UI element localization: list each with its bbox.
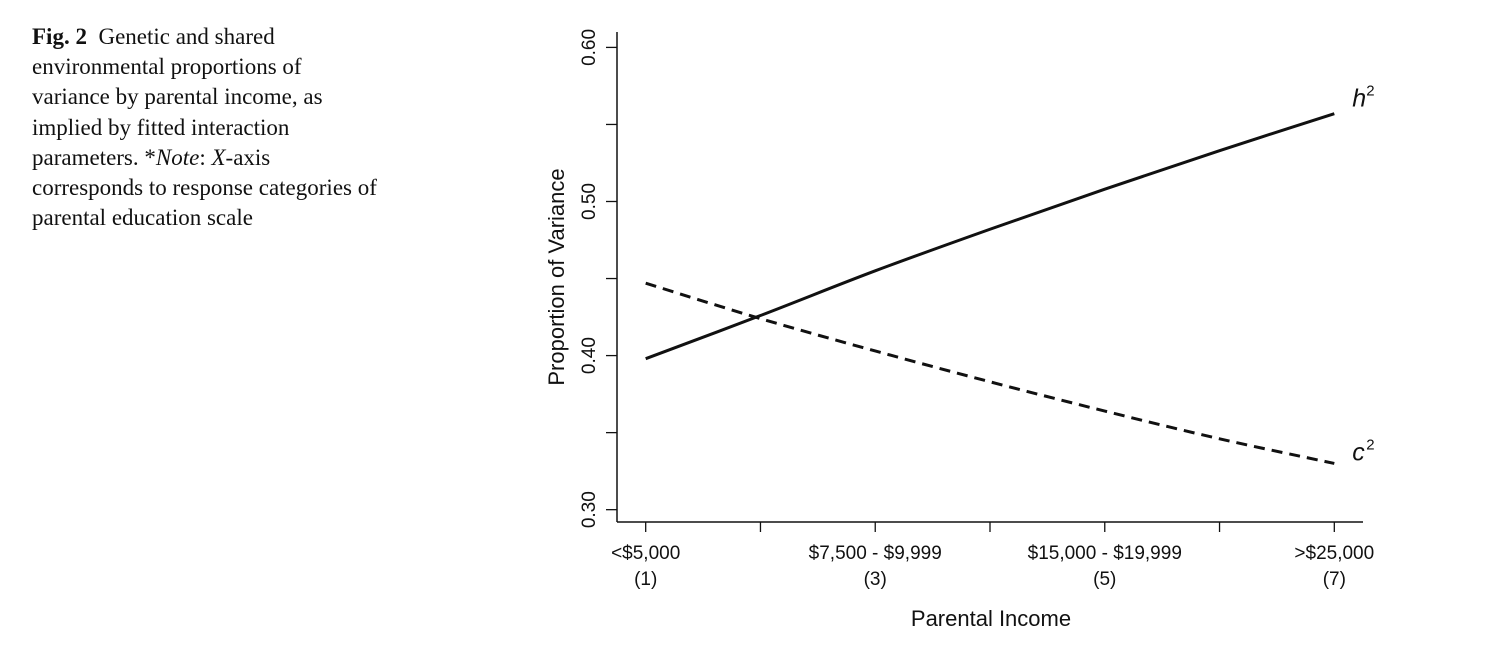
chart-axes: [616, 32, 1363, 523]
chart-labels: 0.30 0.40 0.50 0.60 <$5,000 (1) $7,500 - $9,99…: [544, 29, 1375, 631]
y-tick-label: 0.60: [579, 29, 600, 66]
x-tick-label: <$5,000: [611, 543, 680, 564]
series-label-c: c: [1352, 438, 1365, 466]
series-line-h: [645, 112, 1335, 361]
note-colon: :: [199, 144, 212, 170]
note-label: Note: [155, 144, 200, 170]
axis-ticks: [606, 46, 1335, 532]
y-tick-label: 0.40: [579, 337, 600, 374]
caption-note: *Note: X-axis corresponds to response ca…: [32, 145, 377, 230]
y-tick-label: 0.30: [579, 491, 600, 528]
x-tick-sublabel: (5): [1093, 569, 1116, 590]
y-axis-title: Proportion of Variance: [544, 168, 569, 385]
chart-series: [645, 112, 1335, 465]
x-tick-sublabel: (1): [634, 569, 657, 590]
x-axis-title: Parental Income: [911, 606, 1071, 631]
series-label-superscript: 2: [1366, 83, 1374, 100]
note-text: -axis corresponds to response categories…: [32, 144, 377, 231]
figure-label: Fig. 2: [32, 24, 87, 49]
note-asterisk: *: [144, 144, 156, 170]
x-tick-label: >$25,000: [1294, 543, 1374, 564]
caption-text: Genetic and shared environmental proport…: [32, 24, 323, 170]
series-label-h: h: [1352, 85, 1366, 113]
x-tick-sublabel: (7): [1323, 569, 1346, 590]
series-label-superscript: 2: [1366, 436, 1374, 453]
x-tick-sublabel: (3): [864, 569, 887, 590]
y-tick-label: 0.50: [579, 183, 600, 220]
figure-caption: Fig. 2 Genetic and shared environmental …: [32, 22, 377, 233]
note-axis-name: X: [211, 144, 226, 170]
x-tick-label: $15,000 - $19,999: [1028, 543, 1182, 564]
series-line-c: [645, 281, 1335, 465]
x-tick-label: $7,500 - $9,999: [809, 543, 942, 564]
